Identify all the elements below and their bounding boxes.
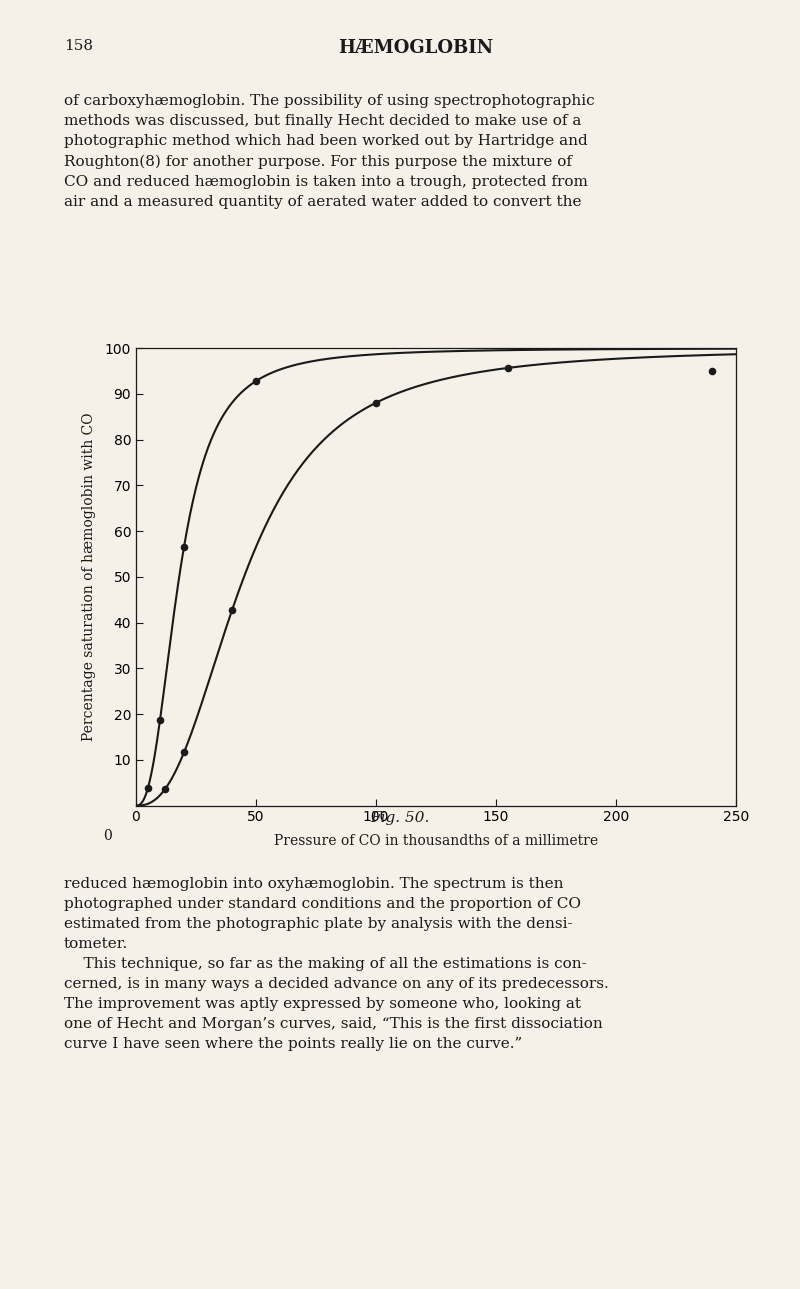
Point — [706, 361, 718, 382]
Point — [370, 392, 382, 412]
Point — [226, 599, 238, 620]
X-axis label: Pressure of CO in thousandths of a millimetre: Pressure of CO in thousandths of a milli… — [274, 834, 598, 848]
Y-axis label: Percentage saturation of hæmoglobin with CO: Percentage saturation of hæmoglobin with… — [82, 412, 97, 741]
Point — [502, 357, 514, 378]
Point — [142, 777, 154, 798]
Point — [250, 371, 262, 392]
Text: reduced hæmoglobin into oxyhæmoglobin. The spectrum is then
photographed under s: reduced hæmoglobin into oxyhæmoglobin. T… — [64, 877, 609, 1051]
Text: Fig. 50.: Fig. 50. — [370, 811, 430, 825]
Point — [158, 779, 171, 799]
Point — [178, 742, 190, 763]
Point — [154, 710, 166, 731]
Text: 158: 158 — [64, 39, 93, 53]
Text: 0: 0 — [103, 829, 111, 843]
Text: HÆMOGLOBIN: HÆMOGLOBIN — [338, 39, 494, 57]
Text: of carboxyhæmoglobin. The possibility of using spectrophotographic
methods was d: of carboxyhæmoglobin. The possibility of… — [64, 94, 594, 209]
Point — [178, 536, 190, 557]
